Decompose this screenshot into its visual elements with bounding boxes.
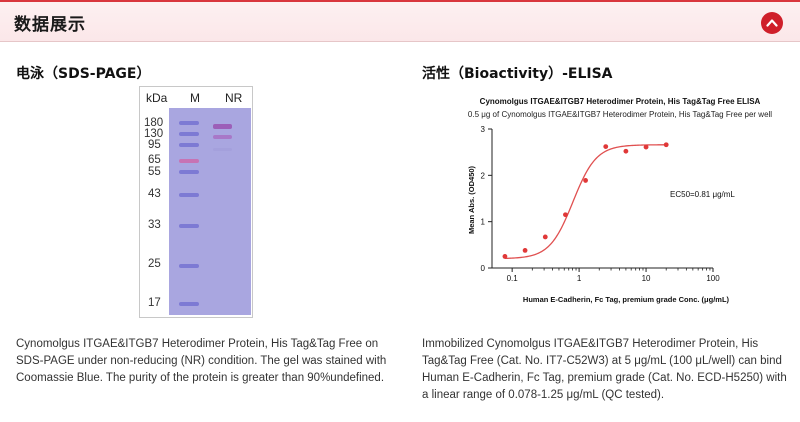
collapse-button[interactable] xyxy=(761,12,783,34)
mw-label: 17 xyxy=(148,297,161,309)
data-point xyxy=(542,234,548,240)
kda-label: kDa xyxy=(146,91,168,105)
y-tick-label: 0 xyxy=(481,264,486,273)
marker-lane-label: M xyxy=(190,91,200,105)
ladder-band xyxy=(179,302,199,306)
mw-label: 25 xyxy=(148,258,161,270)
ladder-band xyxy=(179,143,199,147)
elisa-title: 活性（Bioactivity）-ELISA xyxy=(422,66,613,82)
ladder-band xyxy=(179,170,199,174)
plot-area: 0 1 2 3 0.1 1 10 100 xyxy=(481,125,721,283)
mw-label: 180 xyxy=(144,117,164,129)
mw-label: 43 xyxy=(148,188,161,200)
y-tick-label: 2 xyxy=(481,171,486,180)
section-header: 数据展示 xyxy=(0,0,800,42)
ladder-band xyxy=(179,121,199,125)
chart-title: Cynomolgus ITGAE&ITGB7 Heterodimer Prote… xyxy=(480,97,761,106)
mw-label: 55 xyxy=(148,166,161,178)
elisa-caption: Immobilized Cynomolgus ITGAE&ITGB7 Heter… xyxy=(422,338,787,401)
mw-label: 130 xyxy=(144,128,164,140)
sds-page-title: 电泳（SDS-PAGE） xyxy=(16,66,151,82)
ladder-band xyxy=(179,159,199,163)
fit-curve xyxy=(504,144,667,260)
chevron-up-icon xyxy=(766,19,778,27)
x-tick-label: 10 xyxy=(642,274,651,283)
data-point xyxy=(583,178,588,183)
data-point xyxy=(623,148,629,154)
data-point xyxy=(643,144,649,150)
ladder-band xyxy=(179,224,199,228)
gel-lanes xyxy=(169,108,251,315)
gel-lane-header: kDa M NR xyxy=(140,87,252,109)
elisa-chart: Cynomolgus ITGAE&ITGB7 Heterodimer Prote… xyxy=(467,97,772,304)
mw-label: 65 xyxy=(148,154,161,166)
x-axis-label: Human E-Cadherin, Fc Tag, premium grade … xyxy=(523,295,730,304)
mw-label: 95 xyxy=(148,139,161,151)
data-point xyxy=(502,254,508,259)
data-point xyxy=(522,247,528,253)
y-tick-label: 3 xyxy=(481,125,486,134)
chart-subtitle: 0.5 μg of Cynomolgus ITGAE&ITGB7 Heterod… xyxy=(468,110,772,119)
ladder-band xyxy=(179,264,199,268)
x-tick-label: 0.1 xyxy=(507,274,519,283)
x-tick-label: 100 xyxy=(706,274,720,283)
ladder-band xyxy=(179,193,199,197)
nr-band-faint xyxy=(213,148,232,151)
sds-page-gel-image: kDa M NR 180 130 95 65 55 43 33 25 17 xyxy=(139,86,253,318)
section-title: 数据展示 xyxy=(14,15,86,35)
x-tick-label: 1 xyxy=(577,274,582,283)
mw-label: 33 xyxy=(148,219,161,231)
data-point xyxy=(603,144,609,150)
nr-band xyxy=(213,135,232,139)
ladder-band xyxy=(179,132,199,136)
sds-page-caption: Cynomolgus ITGAE&ITGB7 Heterodimer Prote… xyxy=(16,338,387,384)
nr-band xyxy=(213,124,232,129)
y-tick-label: 1 xyxy=(481,218,486,227)
data-point xyxy=(663,142,669,148)
y-axis-label: Mean Abs. (OD450) xyxy=(467,165,476,234)
ec50-annotation: EC50=0.81 μg/mL xyxy=(670,190,735,199)
data-point xyxy=(563,212,568,218)
nr-lane-label: NR xyxy=(225,91,243,105)
